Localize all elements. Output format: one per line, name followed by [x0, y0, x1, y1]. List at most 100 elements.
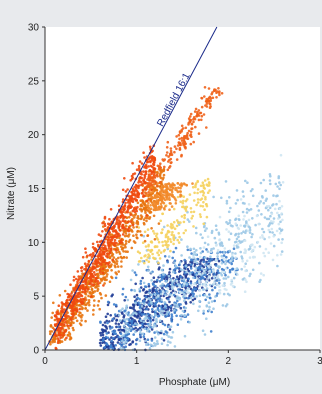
point: [182, 220, 186, 224]
point: [110, 233, 114, 236]
point: [199, 190, 202, 194]
point: [135, 312, 138, 315]
point: [159, 190, 162, 193]
point: [201, 205, 205, 208]
point: [79, 323, 83, 327]
point: [165, 290, 169, 293]
point: [166, 168, 170, 172]
point: [138, 289, 142, 293]
x-tick-label: 1: [134, 356, 140, 367]
point: [147, 291, 151, 295]
point: [156, 315, 160, 318]
point: [81, 313, 84, 317]
point: [193, 297, 197, 301]
point: [83, 262, 87, 266]
point: [66, 320, 69, 324]
point: [124, 295, 128, 299]
point: [106, 252, 109, 255]
point: [118, 236, 121, 239]
point: [248, 256, 252, 259]
point: [95, 248, 98, 252]
point: [263, 216, 267, 219]
point: [183, 289, 187, 293]
point: [121, 210, 125, 213]
point: [194, 266, 198, 269]
point: [160, 231, 164, 234]
point: [206, 235, 210, 238]
point: [123, 299, 126, 302]
point: [278, 207, 282, 211]
point: [248, 228, 252, 232]
point: [168, 300, 171, 304]
point: [163, 311, 166, 315]
point: [159, 219, 162, 223]
point: [182, 299, 186, 303]
point: [170, 161, 173, 164]
point: [217, 278, 220, 281]
point: [113, 329, 117, 333]
point: [253, 255, 256, 259]
point: [155, 245, 159, 248]
point: [62, 311, 65, 314]
point: [180, 182, 183, 185]
point: [142, 302, 146, 306]
point: [129, 211, 132, 214]
point: [212, 275, 216, 279]
point: [183, 334, 187, 338]
point: [106, 238, 110, 241]
point: [276, 264, 279, 268]
point: [192, 225, 195, 228]
point: [66, 292, 69, 296]
point: [197, 309, 200, 313]
point: [140, 313, 144, 316]
point: [222, 292, 226, 296]
point: [281, 181, 285, 184]
point: [269, 220, 273, 223]
point: [202, 183, 205, 187]
point: [119, 346, 122, 350]
point: [78, 288, 82, 292]
point: [58, 334, 61, 337]
point: [69, 337, 73, 340]
point: [124, 327, 127, 330]
point: [216, 269, 220, 272]
point: [205, 215, 209, 219]
point: [279, 183, 283, 187]
point: [98, 262, 101, 265]
point: [169, 188, 172, 192]
point: [112, 243, 116, 247]
point: [114, 303, 118, 307]
point: [136, 296, 139, 300]
point: [178, 263, 181, 267]
point: [133, 206, 136, 210]
point: [148, 330, 151, 333]
point: [151, 190, 155, 193]
point: [55, 312, 59, 316]
point: [200, 114, 204, 118]
point: [138, 303, 141, 307]
point: [152, 205, 156, 208]
point: [216, 274, 220, 278]
point: [89, 285, 93, 288]
point: [55, 347, 58, 351]
point: [140, 204, 144, 208]
point: [181, 201, 185, 205]
point: [146, 234, 150, 237]
point: [272, 220, 275, 223]
point: [161, 184, 165, 188]
point: [175, 224, 179, 228]
point: [165, 312, 168, 316]
point: [110, 275, 113, 279]
point: [251, 194, 255, 198]
point: [151, 179, 155, 182]
point: [87, 294, 90, 298]
point: [267, 251, 271, 254]
point: [84, 286, 88, 290]
point: [228, 219, 232, 222]
point: [192, 255, 195, 259]
point: [119, 215, 123, 219]
point: [142, 170, 145, 173]
point: [128, 238, 132, 242]
point: [132, 307, 135, 311]
point: [242, 195, 245, 198]
